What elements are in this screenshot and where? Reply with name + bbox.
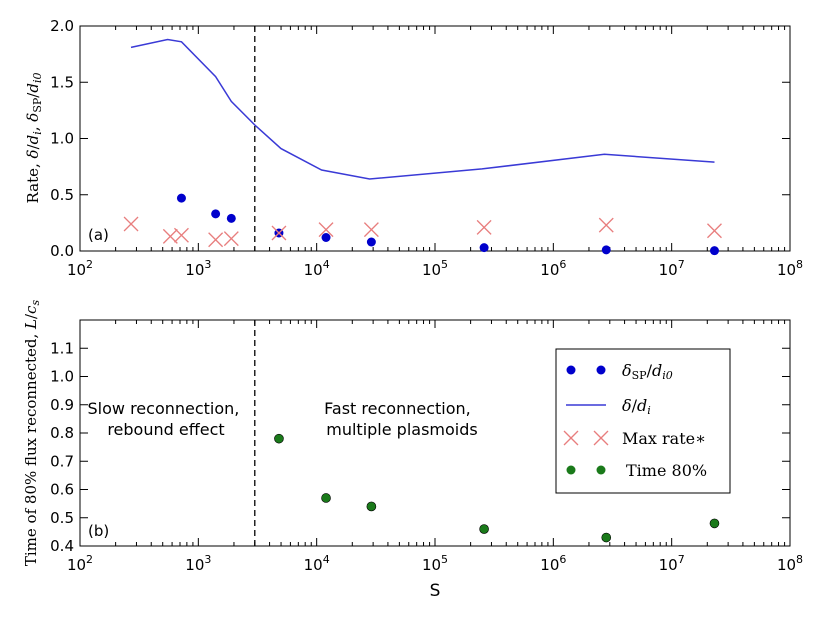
data-point — [709, 246, 719, 256]
x-tick-label: 106 — [540, 553, 566, 574]
x-tick-label: 104 — [304, 258, 330, 279]
legend-marker-time-1 — [566, 465, 576, 475]
panel-a: (a) Rate, δ/di, δSP/di0 102 103 104 105 106 1… — [24, 17, 803, 279]
x-tick-label: 104 — [304, 553, 330, 574]
legend-box — [555, 348, 731, 494]
data-point — [709, 518, 720, 529]
y-tick-label: 0.8 — [50, 424, 74, 442]
max-rate-marker — [208, 232, 224, 248]
y-tick-label: 0.5 — [50, 186, 74, 204]
data-point — [479, 243, 489, 253]
legend-label-time: Time 80% — [626, 461, 707, 480]
x-tick-label: 102 — [67, 258, 93, 279]
max-rate-marker — [476, 219, 492, 235]
max-rate-marker — [363, 222, 379, 238]
data-point — [366, 501, 377, 512]
data-point — [479, 524, 489, 534]
max-rate-marker — [707, 223, 722, 239]
panel-b-ylabel: Time of 80% flux reconnected, L/cs — [22, 300, 42, 567]
panel-a-label: (a) — [88, 226, 109, 244]
x-tick-label: 103 — [185, 553, 211, 574]
x-tick-label: 105 — [422, 258, 448, 279]
x-tick-label: 103 — [185, 258, 211, 279]
data-point — [211, 209, 221, 219]
panel-a-frame — [79, 25, 791, 252]
fast-annotation: Fast reconnection, multiple plasmoids — [324, 399, 478, 439]
panel-b: (b) Time of 80% flux reconnected, L/cs S… — [22, 300, 803, 601]
max-rate-marker — [223, 231, 239, 247]
legend-marker-sp-1 — [566, 365, 576, 375]
data-point — [321, 493, 331, 503]
x-tick-label: 108 — [777, 258, 803, 279]
slow-annotation: Slow reconnection, rebound effect — [88, 399, 245, 439]
max-rate-marker — [173, 227, 189, 243]
y-tick-label: 2.0 — [50, 17, 74, 35]
data-point — [274, 433, 284, 444]
x-axis-label: S — [430, 581, 441, 601]
legend-marker-time-2 — [596, 465, 606, 475]
x-tick-label: 107 — [659, 553, 685, 574]
data-point — [366, 237, 376, 247]
legend: δSP/di0 δ/di Max rate∗ Time 80% — [555, 348, 731, 494]
panel-a-ylabel: Rate, δ/di, δSP/di0 — [24, 73, 44, 204]
data-point — [601, 245, 611, 255]
y-tick-label: 0.4 — [50, 537, 74, 555]
y-tick-label: 0.6 — [50, 481, 74, 499]
x-tick-label: 105 — [422, 553, 448, 574]
y-tick-label: 1.5 — [50, 73, 74, 91]
max-rate-marker — [123, 216, 139, 232]
max-rate-marker — [271, 225, 287, 241]
data-point — [176, 193, 186, 203]
x-tick-label: 108 — [777, 553, 803, 574]
y-tick-label: 0.9 — [50, 396, 74, 414]
y-tick-label: 1.0 — [50, 130, 74, 148]
series-line-di — [130, 38, 715, 180]
legend-label-di: δ/di — [622, 396, 651, 417]
data-point — [601, 532, 612, 543]
x-tick-label: 106 — [540, 258, 566, 279]
data-point — [321, 233, 331, 242]
x-tick-label: 102 — [67, 553, 93, 574]
max-rate-marker — [598, 217, 614, 233]
y-tick-label: 1.1 — [50, 339, 74, 357]
legend-marker-sp-2 — [596, 365, 606, 375]
max-rate-marker — [318, 222, 334, 238]
legend-label-maxrate: Max rate∗ — [622, 429, 706, 448]
panel-b-label: (b) — [88, 522, 109, 540]
y-tick-label: 1.0 — [50, 368, 74, 386]
y-tick-label: 0.5 — [50, 509, 74, 527]
y-tick-label: 0.7 — [50, 452, 74, 470]
legend-marker-maxrate — [563, 430, 609, 446]
legend-label-sp: δSP/di0 — [622, 361, 673, 382]
x-tick-label: 107 — [659, 258, 685, 279]
y-tick-label: 0.0 — [50, 242, 74, 260]
data-point — [226, 213, 236, 223]
